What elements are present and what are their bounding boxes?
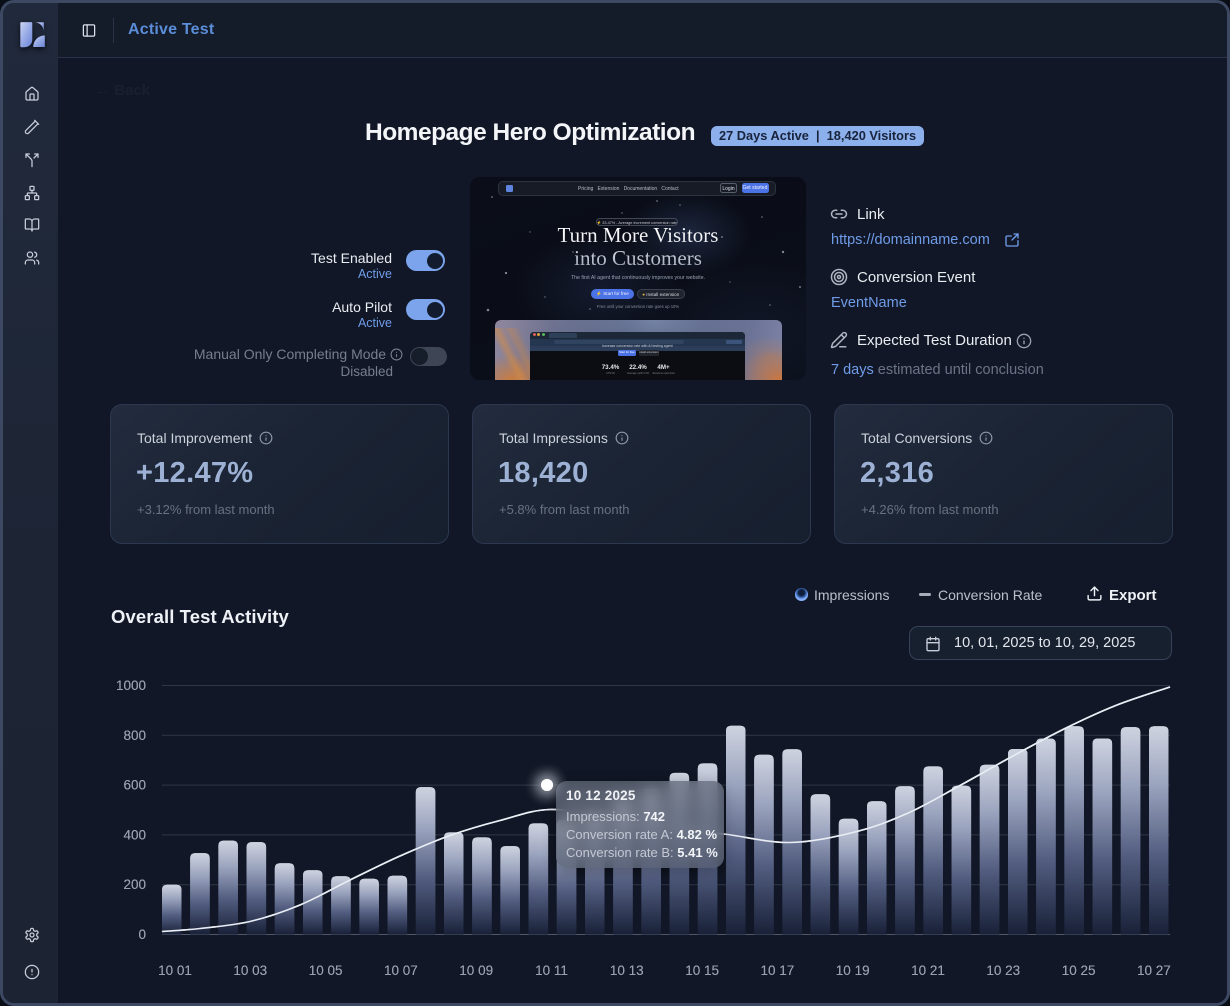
svg-text:10 25: 10 25 bbox=[1062, 963, 1096, 978]
svg-text:10 05: 10 05 bbox=[309, 963, 343, 978]
svg-text:0: 0 bbox=[138, 927, 146, 942]
svg-text:10 25: 10 25 bbox=[1062, 963, 1096, 978]
svg-text:0: 0 bbox=[138, 927, 146, 942]
svg-text:400: 400 bbox=[123, 827, 146, 842]
svg-text:400: 400 bbox=[123, 827, 146, 842]
svg-text:10 03: 10 03 bbox=[233, 963, 267, 978]
svg-text:10 07: 10 07 bbox=[384, 963, 418, 978]
svg-text:600: 600 bbox=[123, 778, 146, 793]
svg-text:10 27: 10 27 bbox=[1137, 963, 1171, 978]
svg-text:800: 800 bbox=[123, 728, 146, 743]
svg-text:10 11: 10 11 bbox=[535, 963, 568, 978]
svg-text:10 15: 10 15 bbox=[685, 963, 719, 978]
svg-text:10 19: 10 19 bbox=[836, 963, 870, 978]
svg-text:10 07: 10 07 bbox=[384, 963, 418, 978]
svg-text:10 13: 10 13 bbox=[610, 963, 644, 978]
svg-text:10 03: 10 03 bbox=[233, 963, 267, 978]
svg-text:10 27: 10 27 bbox=[1137, 963, 1171, 978]
svg-text:10 09: 10 09 bbox=[459, 963, 493, 978]
svg-text:10 05: 10 05 bbox=[309, 963, 343, 978]
svg-text:600: 600 bbox=[123, 778, 146, 793]
svg-text:10 09: 10 09 bbox=[459, 963, 493, 978]
svg-text:1000: 1000 bbox=[116, 678, 146, 693]
svg-text:10 19: 10 19 bbox=[836, 963, 870, 978]
svg-text:10 13: 10 13 bbox=[610, 963, 644, 978]
svg-text:10 17: 10 17 bbox=[761, 963, 795, 978]
svg-text:10 01: 10 01 bbox=[158, 963, 192, 978]
svg-text:800: 800 bbox=[123, 728, 146, 743]
svg-text:10 11: 10 11 bbox=[535, 963, 568, 978]
svg-text:10 23: 10 23 bbox=[986, 963, 1020, 978]
svg-text:200: 200 bbox=[123, 877, 146, 892]
svg-text:10 17: 10 17 bbox=[761, 963, 795, 978]
svg-text:10 23: 10 23 bbox=[986, 963, 1020, 978]
svg-text:10 21: 10 21 bbox=[911, 963, 945, 978]
svg-text:10 15: 10 15 bbox=[685, 963, 719, 978]
svg-text:10 21: 10 21 bbox=[911, 963, 945, 978]
svg-text:1000: 1000 bbox=[116, 678, 146, 693]
svg-text:200: 200 bbox=[123, 877, 146, 892]
svg-text:10 01: 10 01 bbox=[158, 963, 192, 978]
